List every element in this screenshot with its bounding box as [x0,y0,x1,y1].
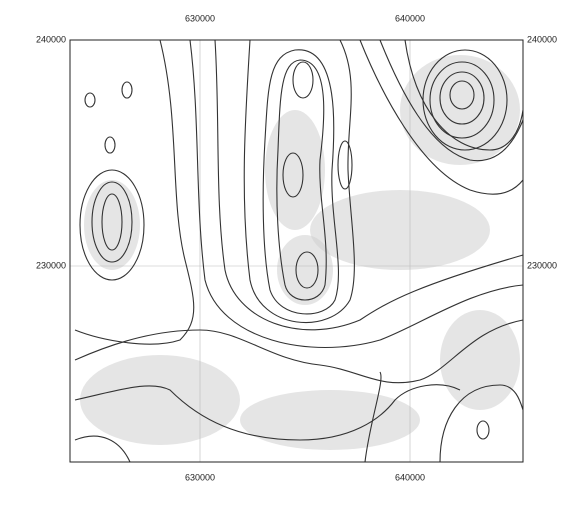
x-tick-label: 630000 [185,13,215,23]
map: 630000 640000 630000 640000 240000 23000… [0,0,581,511]
y-tick-label: 240000 [36,34,66,44]
x-tick-label: 630000 [185,472,215,482]
relief [80,55,520,450]
y-tick-label: 230000 [527,260,557,270]
x-tick-label: 640000 [395,472,425,482]
y-tick-label: 230000 [36,260,66,270]
x-tick-label: 640000 [395,13,425,23]
y-tick-label: 240000 [527,34,557,44]
